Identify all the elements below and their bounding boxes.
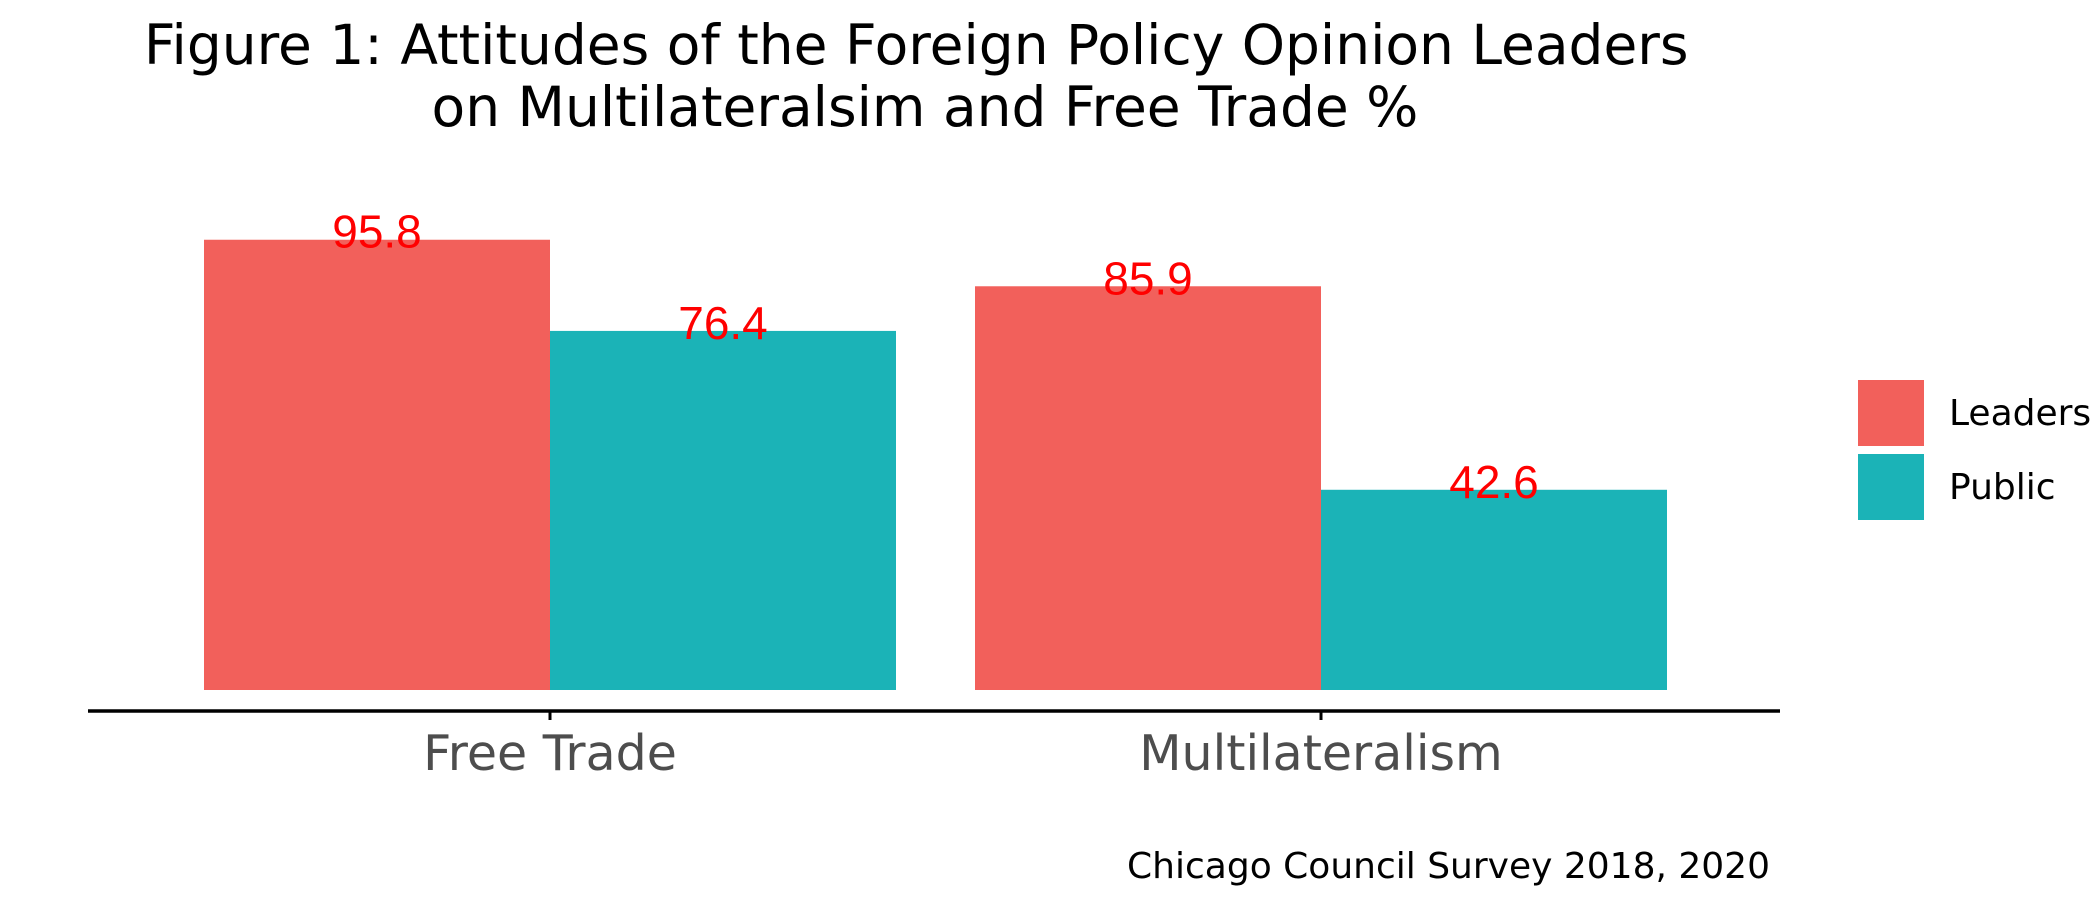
legend-key-leaders[interactable] xyxy=(1858,380,1924,446)
x-tick-label: Multilateralism xyxy=(1139,725,1502,782)
legend-label-public[interactable]: Public xyxy=(1949,467,2056,508)
plot-area: 95.8 76.4 Free Trade 85.9 42.6 Multilateralis… xyxy=(88,206,1780,782)
data-label-leaders-multilateralism: 85.9 xyxy=(1103,252,1193,304)
chart-title: Figure 1: Attitudes of the Foreign Polic… xyxy=(144,13,1706,139)
bar-leaders-free-trade xyxy=(204,239,550,691)
bar-leaders-multilateralism xyxy=(975,286,1321,690)
legend-key-public[interactable] xyxy=(1858,454,1924,520)
chart-title-line-1: Figure 1: Attitudes of the Foreign Polic… xyxy=(144,13,1689,77)
legend[interactable]: Leaders Public xyxy=(1858,380,2091,520)
chart-title-line-2: on Multilateralsim and Free Trade % xyxy=(432,75,1419,139)
x-tick-label: Free Trade xyxy=(423,725,677,782)
chart-caption: Chicago Council Survey 2018, 2020 xyxy=(1127,846,1770,887)
data-label-leaders-free-trade: 95.8 xyxy=(332,206,422,258)
bar-public-multilateralism xyxy=(1321,489,1667,690)
data-label-public-multilateralism: 42.6 xyxy=(1449,456,1539,508)
bar-public-free-trade xyxy=(550,330,896,690)
legend-label-leaders[interactable]: Leaders xyxy=(1949,393,2091,434)
data-label-public-free-trade: 76.4 xyxy=(678,297,768,349)
